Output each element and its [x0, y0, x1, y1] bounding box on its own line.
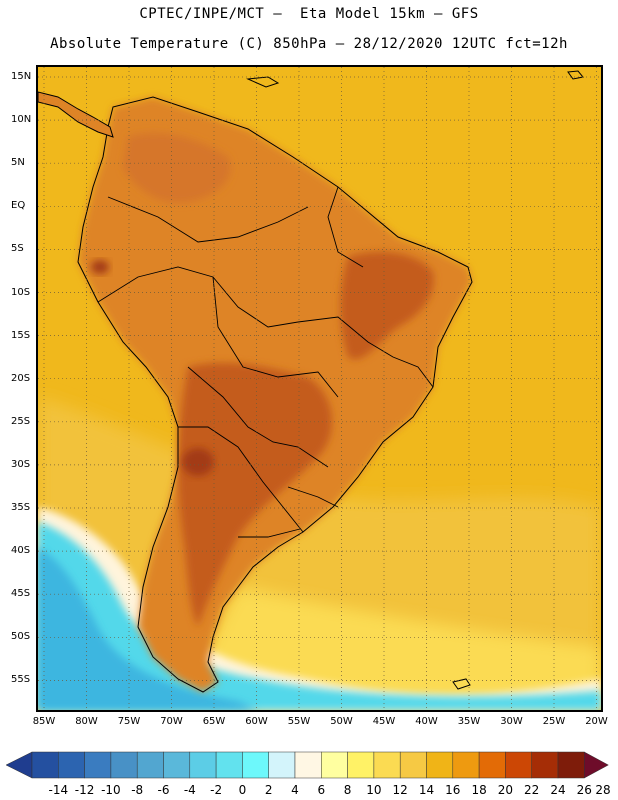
- colorbar-label: -12: [74, 783, 95, 797]
- lon-label: 65W: [202, 716, 226, 727]
- colorbar-label: 14: [418, 783, 435, 797]
- colorbar-swatch: [531, 751, 559, 779]
- lat-label: 50S: [11, 631, 31, 643]
- lon-label: 80W: [75, 716, 98, 727]
- colorbar-label: 20: [497, 783, 514, 797]
- lat-label: 5S: [11, 243, 24, 255]
- colorbar-label: 2: [264, 783, 273, 797]
- hot-region-central: [178, 362, 332, 627]
- colorbar-label: 18: [471, 783, 487, 797]
- lat-label: 20S: [11, 372, 31, 384]
- lon-label: 30W: [500, 716, 523, 727]
- lon-label: 70W: [160, 716, 183, 727]
- map-title-line2: Absolute Temperature (C) 850hPa – 28/12/…: [50, 36, 568, 52]
- colorbar-label: 16: [445, 783, 461, 797]
- lon-label: 50W: [330, 716, 353, 727]
- colorbar-swatch: [136, 751, 164, 779]
- lon-label: 35W: [457, 716, 481, 727]
- colorbar-swatch: [215, 751, 243, 779]
- colorbar-label: -10: [101, 783, 121, 797]
- colorbar-swatch: [294, 751, 322, 779]
- hot-region-north: [123, 133, 231, 203]
- lon-label: 60W: [245, 716, 268, 727]
- lon-label: 55W: [287, 716, 311, 727]
- colorbar-swatch: [426, 751, 454, 779]
- lon-label: 25W: [542, 716, 566, 727]
- colorbar-swatch: [321, 751, 348, 779]
- colorbar-label: 26: [576, 783, 592, 797]
- lat-label: 45S: [11, 588, 31, 600]
- hot-spot-chaco: [182, 448, 214, 476]
- lon-label: 20W: [585, 716, 608, 727]
- colorbar-label: 8: [343, 783, 352, 797]
- lat-label: 10N: [11, 114, 32, 126]
- colorbar-swatch: [399, 751, 427, 779]
- colorbar-swatch: [189, 751, 217, 779]
- colorbar-swatch: [110, 751, 138, 779]
- colorbar-label: -6: [157, 783, 170, 797]
- lat-label: 10S: [11, 286, 31, 298]
- colorbar-label: 28: [595, 783, 611, 797]
- lat-label: 25S: [11, 415, 31, 427]
- colorbar-label: -14: [48, 783, 69, 797]
- lat-label: 55S: [11, 674, 31, 686]
- colorbar-label: 24: [550, 783, 566, 797]
- colorbar-label: 12: [392, 783, 408, 797]
- colorbar-arrow-high: [584, 751, 609, 779]
- colorbar-swatch: [557, 751, 585, 779]
- lat-label: 15S: [11, 329, 31, 341]
- lat-label: 15N: [11, 71, 32, 82]
- cold-region-blue: [38, 547, 258, 710]
- lon-label: 40W: [415, 716, 438, 727]
- lon-label: 45W: [372, 716, 396, 727]
- colorbar-swatch: [505, 751, 532, 779]
- temperature-map: [36, 65, 603, 712]
- colorbar-swatch: [163, 751, 191, 779]
- map-title-line1: CPTEC/INPE/MCT – Eta Model 15km – GFS: [139, 6, 479, 22]
- colorbar-swatch: [31, 751, 59, 779]
- falkland-islands: [452, 678, 471, 690]
- colorbar-swatch: [268, 751, 296, 779]
- colorbar-swatch: [478, 751, 506, 779]
- temperature-colorbar: [6, 751, 609, 779]
- colorbar-swatch: [452, 751, 480, 779]
- coastline: [77, 96, 473, 693]
- colorbar-label: -2: [210, 783, 223, 797]
- colorbar-label: 0: [238, 783, 247, 797]
- lat-label: 35S: [11, 502, 31, 513]
- colorbar-label: 6: [317, 783, 326, 797]
- colorbar-label: -8: [131, 783, 144, 797]
- colorbar-swatch: [373, 751, 401, 779]
- lat-label: EQ: [11, 200, 26, 212]
- lat-label: 40S: [11, 545, 31, 557]
- colorbar-label: 22: [524, 783, 540, 797]
- central-america: [38, 91, 114, 138]
- colorbar-label: 10: [366, 783, 382, 797]
- lon-label: 85W: [32, 716, 56, 727]
- colorbar-label: -4: [183, 783, 196, 797]
- lon-label: 75W: [117, 716, 141, 727]
- colorbar-swatch: [58, 751, 85, 779]
- country-borders: [97, 186, 434, 538]
- colorbar-label: 4: [291, 783, 299, 797]
- colorbar-swatch: [84, 751, 112, 779]
- colorbar-swatch: [347, 751, 375, 779]
- lat-label: 5N: [11, 157, 25, 169]
- colorbar-swatch: [242, 751, 269, 779]
- colorbar-arrow-low: [6, 751, 33, 779]
- hot-region-northeast: [340, 252, 434, 360]
- lat-label: 30S: [11, 458, 31, 470]
- hot-spot-peru: [91, 260, 109, 274]
